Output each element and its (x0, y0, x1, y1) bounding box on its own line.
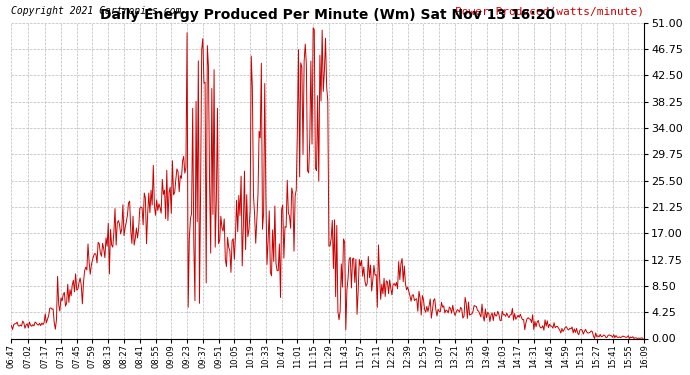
Title: Daily Energy Produced Per Minute (Wm) Sat Nov 13 16:20: Daily Energy Produced Per Minute (Wm) Sa… (100, 8, 555, 21)
Text: Copyright 2021 Cartronics.com: Copyright 2021 Cartronics.com (12, 6, 182, 16)
Text: Power Produced(watts/minute): Power Produced(watts/minute) (455, 6, 644, 16)
